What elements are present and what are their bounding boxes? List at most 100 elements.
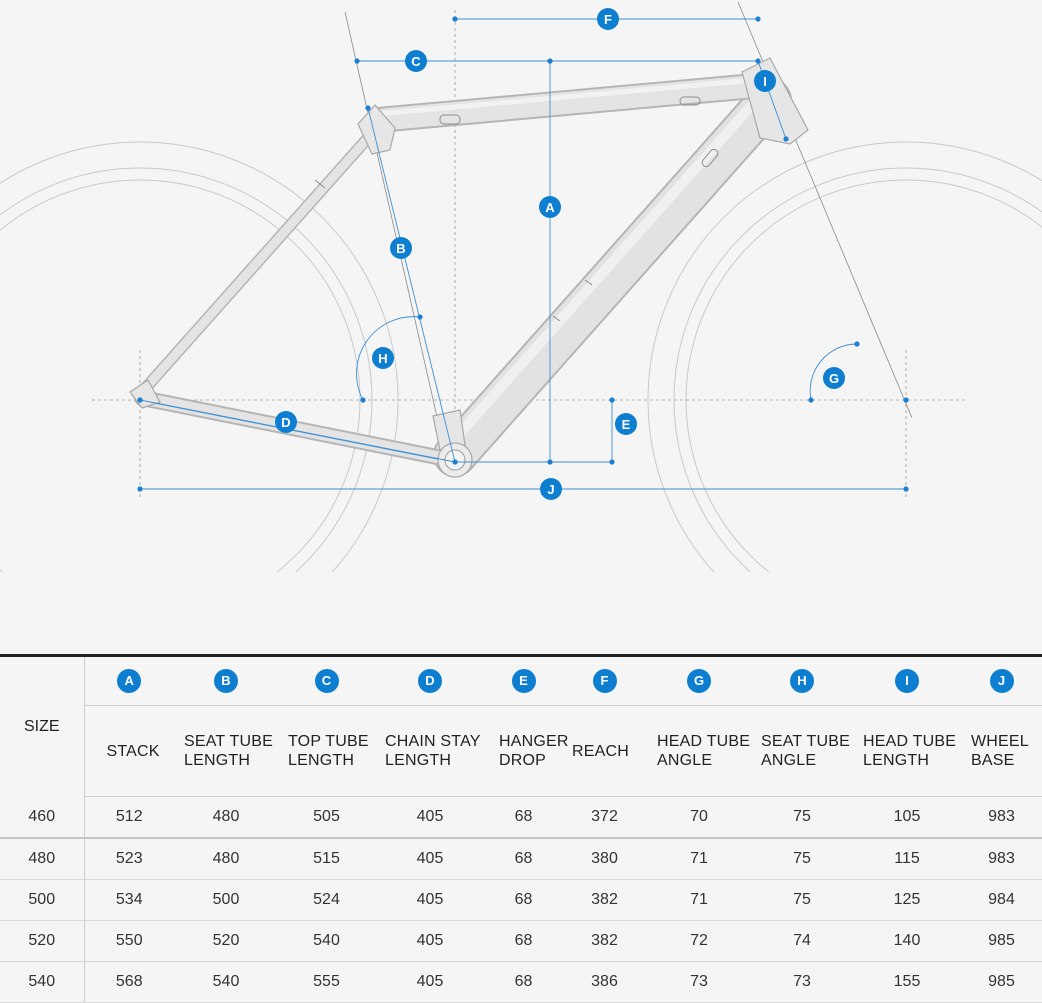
table-row: 540 568 540 555 405 68 386 73 73 155 985 [0, 961, 1042, 1003]
table-cell: 380 [562, 838, 647, 880]
svg-text:E: E [622, 417, 631, 432]
table-cell: 405 [375, 796, 485, 839]
size-cell: 540 [0, 961, 85, 1003]
table-cell: 125 [853, 879, 961, 921]
column-badge: D [418, 669, 442, 693]
geometry-table: SIZE A B C D E F G H I J STACK SEAT TUBE… [0, 654, 1042, 1003]
table-cell: 405 [375, 920, 485, 962]
table-cell: 550 [84, 920, 174, 962]
table-cell: 105 [853, 796, 961, 839]
reference-lines [92, 10, 965, 500]
column-badge: G [687, 669, 711, 693]
column-header-hanger-drop: HANGER DROP [485, 705, 568, 797]
svg-text:I: I [763, 74, 767, 89]
table-cell: 140 [853, 920, 961, 962]
table-cell: 405 [375, 838, 485, 880]
table-cell: 405 [375, 961, 485, 1003]
table-cell: 73 [751, 961, 853, 1003]
svg-text:J: J [547, 482, 554, 497]
column-badge: A [117, 669, 142, 693]
column-header-reach: REACH [562, 705, 647, 797]
table-cell: 68 [485, 796, 562, 839]
column-header-head-tube-angle: HEAD TUBE ANGLE [647, 705, 751, 797]
badge-f: F [597, 8, 619, 30]
table-row: 520 550 520 540 405 68 382 72 74 140 985 [0, 920, 1042, 962]
size-cell: 460 [0, 796, 85, 839]
column-header-head-tube-length: HEAD TUBE LENGTH [853, 705, 961, 797]
bike-frame [134, 72, 792, 477]
badge-c: C [405, 50, 427, 72]
table-cell: 68 [485, 879, 562, 921]
column-header-seat-tube-angle: SEAT TUBE ANGLE [751, 705, 853, 797]
table-cell: 386 [562, 961, 647, 1003]
table-cell: 74 [751, 920, 853, 962]
table-cell: 985 [961, 920, 1042, 962]
table-cell: 984 [961, 879, 1042, 921]
dimension-badges: F C I A B H G D E J [275, 8, 845, 500]
column-badge: I [895, 669, 919, 693]
table-cell: 534 [84, 879, 174, 921]
badge-d: D [275, 411, 297, 433]
table-cell: 71 [647, 879, 751, 921]
table-cell: 555 [278, 961, 375, 1003]
svg-text:B: B [396, 241, 405, 256]
badge-g: G [823, 367, 845, 389]
table-cell: 512 [84, 796, 174, 839]
badge-i: I [754, 70, 776, 92]
frame-details [314, 96, 719, 322]
axis-lines [344, 1, 913, 431]
table-cell: 480 [174, 796, 278, 839]
table-cell: 382 [562, 920, 647, 962]
table-cell: 405 [375, 879, 485, 921]
table-cell: 115 [853, 838, 961, 880]
table-cell: 540 [278, 920, 375, 962]
table-cell: 75 [751, 796, 853, 839]
svg-text:G: G [829, 371, 839, 386]
badge-j: J [540, 478, 562, 500]
table-cell: 983 [961, 796, 1042, 839]
svg-text:A: A [545, 200, 555, 215]
table-cell: 520 [174, 920, 278, 962]
badge-e: E [615, 413, 637, 435]
size-header: SIZE [0, 655, 85, 797]
column-badge: F [592, 669, 617, 693]
column-badge: H [790, 669, 814, 693]
table-cell: 72 [647, 920, 751, 962]
svg-text:F: F [604, 12, 612, 27]
table-cell: 505 [278, 796, 375, 839]
table-cell: 540 [174, 961, 278, 1003]
column-header-stack: STACK [84, 705, 174, 797]
table-cell: 523 [84, 838, 174, 880]
size-cell: 500 [0, 879, 85, 921]
badge-h: H [372, 347, 394, 369]
table-cell: 568 [84, 961, 174, 1003]
column-badge: J [989, 669, 1014, 693]
frame-geometry-diagram: F C I A B H G D E J [0, 1, 1042, 640]
column-header-seat-tube-length: SEAT TUBE LENGTH [174, 705, 278, 797]
column-labels-row: STACK SEAT TUBE LENGTH TOP TUBE LENGTH CHA… [0, 705, 1042, 797]
table-cell: 985 [961, 961, 1042, 1003]
svg-text:H: H [378, 351, 387, 366]
table-cell: 68 [485, 961, 562, 1003]
table-cell: 524 [278, 879, 375, 921]
table-cell: 75 [751, 879, 853, 921]
table-cell: 500 [174, 879, 278, 921]
table-cell: 480 [174, 838, 278, 880]
column-header-top-tube-length: TOP TUBE LENGTH [278, 705, 375, 797]
column-header-chain-stay-length: CHAIN STAY LENGTH [375, 705, 485, 797]
column-badge: E [511, 669, 536, 693]
table-cell: 73 [647, 961, 751, 1003]
table-row: 480 523 480 515 405 68 380 71 75 115 983 [0, 838, 1042, 880]
size-cell: 480 [0, 838, 85, 880]
svg-text:D: D [281, 415, 290, 430]
badge-a: A [539, 196, 561, 218]
table-row: 500 534 500 524 405 68 382 71 75 125 984 [0, 879, 1042, 921]
column-badge: B [214, 669, 238, 693]
table-cell: 983 [961, 838, 1042, 880]
geometry-table-body: 460 512 480 505 405 68 372 70 75 105 983 480 523 480 5… [0, 796, 1042, 1003]
column-badge: C [314, 669, 339, 693]
column-header-wheel-base: WHEEL BASE [961, 705, 1042, 797]
column-badges-row: SIZE A B C D E F G H I J [0, 655, 1042, 797]
table-cell: 372 [562, 796, 647, 839]
table-cell: 155 [853, 961, 961, 1003]
